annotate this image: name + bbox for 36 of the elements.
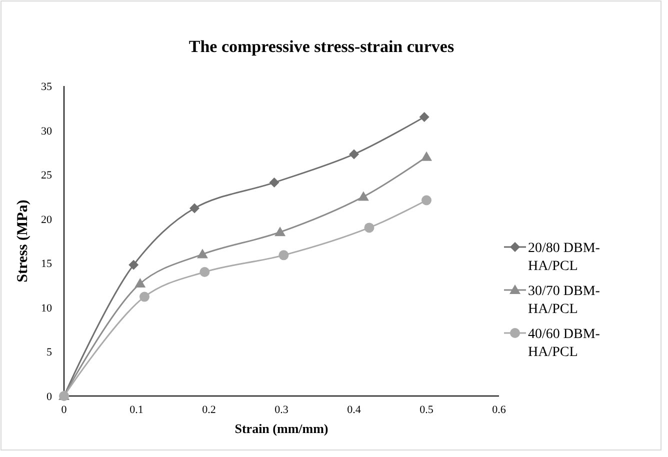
point [278,250,289,260]
point [358,191,369,201]
y-tick-label: 15 [41,258,52,270]
x-tick-label: 0 [61,404,68,416]
point [269,178,280,188]
point [364,222,374,233]
point [421,151,432,161]
y-axis-title: Stress (MPa) [15,200,31,282]
y-tick-label: 0 [46,391,52,403]
point [422,195,432,206]
y-tick-label: 25 [41,170,52,182]
point [349,149,359,160]
x-tick-label: 0.2 [202,404,216,416]
legend-label: 40/60 DBM-HA/PCL [528,327,600,360]
x-axis-title: Strain (mm/mm) [234,421,328,436]
point [196,248,208,258]
point [139,292,150,302]
y-tick-label: 5 [46,346,52,359]
y-tick-label: 35 [41,81,52,93]
point [419,112,430,122]
x-tick-label: 0.3 [274,404,289,416]
x-tick-label: 0.4 [347,404,362,416]
x-tick-label: 0.1 [130,404,144,416]
point [200,267,210,277]
y-tick-label: 20 [41,214,52,226]
y-tick-label: 10 [41,302,52,314]
x-tick-label: 0.5 [420,404,434,416]
chart-title: The compressive stress-strain curves [188,37,454,56]
point [190,203,200,214]
legend-label: 20/80 DBM-HA/PCL [528,241,600,274]
point [134,278,146,288]
legend-label: 30/70 DBM-HA/PCL [528,284,600,317]
point [128,260,139,270]
x-tick-label: 0.6 [492,404,506,416]
y-tick-label: 30 [41,125,52,138]
point [274,226,286,236]
